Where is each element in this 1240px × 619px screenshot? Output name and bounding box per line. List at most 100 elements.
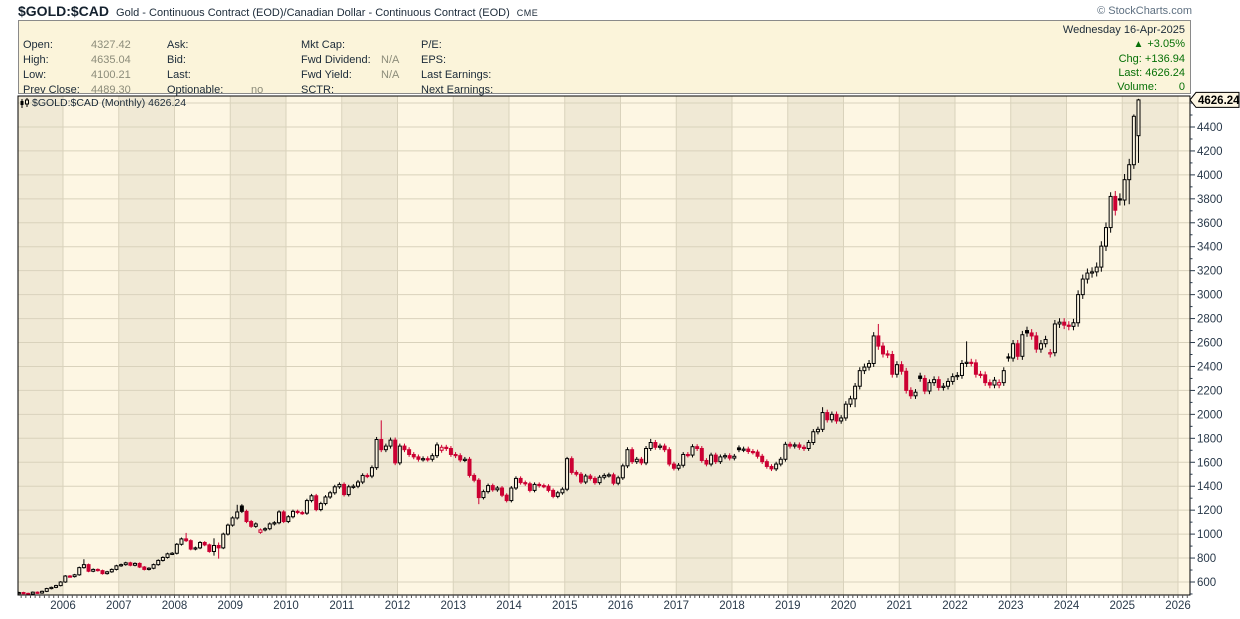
- y-axis-label: 1800: [1197, 433, 1223, 445]
- quote-col-ohlc: Open: 4327.42 High: 4635.04 Low: 4100.21 Pr…: [23, 38, 131, 98]
- candle-body: [304, 500, 309, 514]
- candle-body: [1020, 334, 1025, 357]
- quote-row-sctr: SCTR:: [301, 84, 334, 96]
- candle-body: [72, 574, 77, 578]
- quote-percent-row: ▲ +3.05%: [1063, 37, 1185, 52]
- candle-body: [904, 370, 909, 391]
- candle-body: [486, 485, 491, 493]
- candle-body: [551, 489, 556, 497]
- candle-body: [1076, 294, 1081, 324]
- candle-body: [648, 442, 653, 449]
- candle-body: [1136, 99, 1141, 137]
- candle-body: [397, 445, 402, 464]
- x-axis-year-label: 2018: [719, 600, 745, 612]
- candle-body: [1113, 195, 1118, 211]
- candle-body: [342, 483, 347, 496]
- candle-body: [867, 362, 872, 368]
- candle-body: [964, 361, 969, 364]
- candle-body: [602, 474, 607, 478]
- x-axis-year-label: 2013: [440, 600, 466, 612]
- candle-body: [792, 444, 797, 447]
- x-axis-year-label: 2024: [1054, 600, 1080, 612]
- candle-body: [946, 380, 951, 387]
- quote-row-optionable: Optionable: no: [167, 84, 264, 96]
- candle-body: [18, 592, 21, 595]
- candle-body: [760, 455, 765, 463]
- candle-body: [606, 474, 611, 477]
- candle-body: [611, 474, 616, 484]
- y-axis-label: 3000: [1197, 290, 1223, 302]
- candle-body: [26, 592, 31, 595]
- series-label-group: $GOLD:$CAD (Monthly) 4626.24: [20, 97, 186, 109]
- quote-row-low: Low: 4100.21: [23, 69, 131, 81]
- candle-body: [913, 391, 918, 397]
- year-band: [508, 96, 565, 595]
- candle-body: [8, 593, 11, 594]
- candle-body: [1090, 271, 1095, 274]
- candle-body: [1117, 198, 1122, 201]
- y-axis: 600 800 1000 1200 1400 1600 1800 2000 2200 2400 26…: [1190, 102, 1223, 595]
- candle-body: [662, 445, 667, 451]
- candle-body: [369, 467, 374, 477]
- series-label: $GOLD:$CAD (Monthly) 4626.24: [32, 97, 186, 109]
- year-band: [118, 96, 175, 595]
- year-band: [18, 96, 63, 595]
- candle-body: [467, 458, 472, 476]
- prev-close-value: 4489.30: [91, 84, 131, 96]
- candle-body: [21, 592, 26, 595]
- x-axis-year-label: 2014: [496, 600, 522, 612]
- candle-body: [151, 564, 156, 569]
- chg-value: +136.94: [1144, 53, 1185, 65]
- candle-body: [546, 485, 551, 491]
- y-axis-label: 2200: [1197, 385, 1223, 397]
- candle-body: [1127, 164, 1132, 181]
- candle-body: [1006, 356, 1011, 359]
- candle-body: [941, 385, 946, 388]
- candle-body: [67, 575, 72, 578]
- candle-body: [644, 447, 649, 464]
- candle-body: [871, 335, 876, 364]
- candle-body: [583, 475, 588, 483]
- x-axis-year-label: 2022: [942, 600, 968, 612]
- candle-body: [462, 458, 467, 461]
- year-band: [787, 96, 844, 595]
- year-band: [899, 96, 955, 595]
- candle-body: [657, 445, 662, 448]
- candle-body: [244, 510, 249, 523]
- volume-value: 0: [1178, 81, 1185, 93]
- year-band: [230, 96, 286, 595]
- y-axis-label: 2600: [1197, 338, 1223, 350]
- candle-body: [54, 585, 59, 588]
- candle-body: [235, 511, 240, 519]
- candle-body: [142, 566, 147, 570]
- candle-body: [383, 445, 388, 451]
- candle-body: [160, 556, 165, 561]
- stockcharts-copyright-link[interactable]: © StockCharts.com: [1097, 5, 1192, 17]
- candle-body: [407, 449, 412, 455]
- candle-body: [1122, 179, 1127, 201]
- candle-body: [639, 458, 644, 464]
- candle-body: [509, 487, 514, 502]
- candle-body: [579, 473, 584, 483]
- year-band: [62, 96, 119, 595]
- candle-body: [750, 450, 755, 454]
- year-band: [731, 96, 788, 595]
- candle-body: [764, 461, 769, 467]
- quote-col-fundamentals: Mkt Cap: Fwd Dividend: N/A Fwd Yield: N/A …: [301, 38, 399, 98]
- year-band: [1177, 96, 1190, 595]
- candle-body: [402, 445, 407, 451]
- candle-body: [225, 524, 230, 535]
- candle-body: [379, 439, 384, 451]
- candle-body: [133, 562, 138, 566]
- candle-body: [472, 474, 477, 481]
- candle-body: [458, 455, 463, 461]
- candle-body: [978, 373, 983, 376]
- candle-body: [100, 570, 105, 575]
- quote-volume-row: Volume: 0: [1117, 81, 1185, 93]
- candle-body: [676, 464, 681, 469]
- year-band: [843, 96, 900, 595]
- candle-body: [193, 547, 198, 550]
- candle-body: [630, 449, 635, 463]
- y-axis-label: 1200: [1197, 505, 1223, 517]
- candle-body: [1131, 115, 1136, 166]
